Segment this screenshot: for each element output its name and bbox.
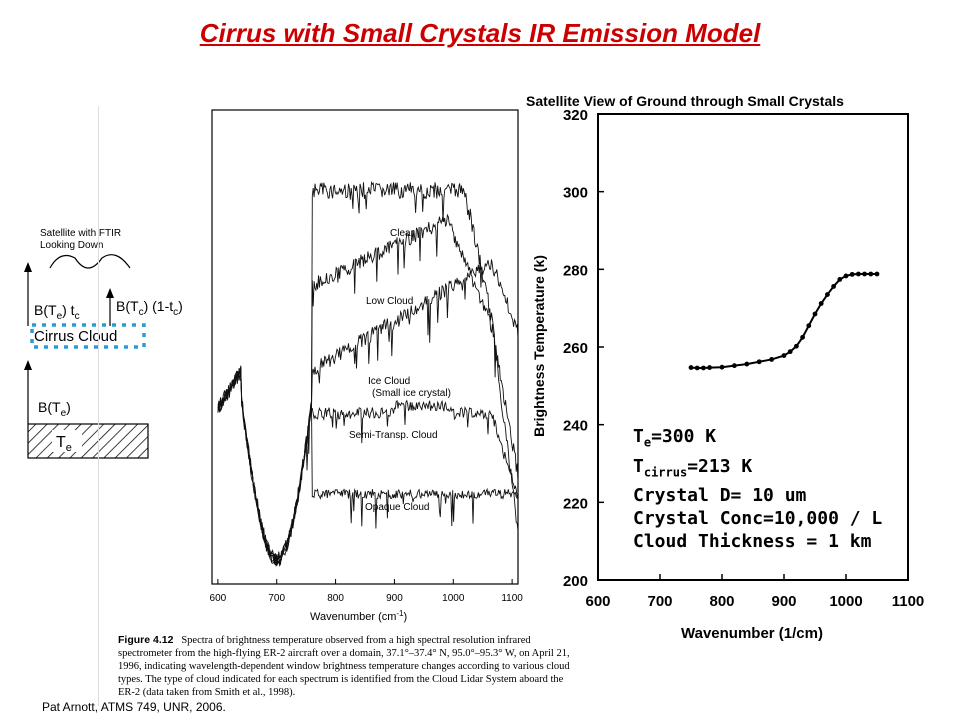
param-crystal-d: Crystal D= 10 um [633, 485, 807, 507]
cirrus-cloud-box [30, 323, 146, 349]
spectra-frame [211, 109, 519, 585]
figure-caption: Figure 4.12 Spectra of brightness temper… [118, 634, 578, 699]
y-tick-label: 200 [563, 573, 588, 590]
y-axis-ticks: 200 220 240 260 280 300 320 [563, 107, 604, 590]
arrow-head-icon [24, 360, 32, 370]
emission-schematic: Satellite with FTIR Looking Down B(Te) t… [24, 228, 183, 459]
satellite-label-1: Satellite with FTIR [40, 228, 121, 239]
caption-figure-number: Figure 4.12 [118, 634, 174, 646]
label-b-tc: B(Tc) (1-tc) [116, 298, 183, 318]
data-point [719, 364, 725, 370]
data-point [874, 271, 880, 277]
data-point [806, 323, 812, 329]
data-point [781, 353, 787, 358]
spectra-x-tick-label: 900 [386, 593, 403, 604]
slide-title: Cirrus with Small Crystals IR Emission M… [199, 18, 761, 48]
arrow-head-icon [24, 262, 32, 272]
data-point [837, 277, 843, 282]
model-chart: Satellite View of Ground through Small C… [526, 93, 924, 642]
data-point [732, 363, 737, 369]
data-point [756, 359, 762, 365]
spectra-lines [217, 180, 519, 567]
spectra-x-tick-label: 600 [210, 593, 227, 604]
y-tick-label: 260 [563, 340, 588, 357]
data-point [744, 361, 750, 367]
x-tick-label: 600 [585, 593, 610, 610]
surface-label: Te [56, 434, 72, 454]
x-tick-label: 800 [709, 593, 734, 610]
spectra-x-tick-label: 1000 [442, 593, 465, 604]
spectra-x-tick-label: 1100 [501, 593, 523, 604]
param-tcirrus: Tcirrus=213 K [633, 455, 753, 480]
spectrum-label-clear: Clear [390, 228, 415, 239]
data-point [812, 311, 818, 317]
spectrum-label-semi-transp: Semi-Transp. Cloud [349, 430, 438, 441]
data-point [856, 271, 861, 277]
data-point [868, 271, 874, 277]
spectra-figure: Clear Low Cloud Ice Cloud (Small ice cry… [210, 109, 523, 623]
label-b-te: B(Te) [38, 399, 71, 419]
x-tick-label: 900 [771, 593, 796, 610]
param-te: Te=300 K [633, 426, 717, 450]
data-point [818, 301, 824, 306]
param-crystal-conc: Crystal Conc=10,000 / L [633, 508, 883, 530]
data-point [769, 357, 774, 362]
data-point [825, 292, 830, 297]
spectrum-opaque [217, 366, 519, 565]
spectra-x-ticks: 600 700 800 900 1000 1100 [210, 579, 523, 604]
x-axis-label: Wavenumber (1/cm) [681, 625, 823, 642]
spectrum-label-low-cloud: Low Cloud [366, 296, 413, 307]
x-tick-label: 1100 [892, 593, 925, 610]
x-tick-label: 1000 [829, 593, 862, 610]
series-line [688, 271, 880, 371]
y-tick-label: 280 [563, 262, 588, 279]
spectra-x-label: Wavenumber (cm-1) [310, 609, 407, 623]
data-point [701, 365, 706, 371]
figure-panel [98, 106, 579, 706]
data-point [794, 343, 799, 349]
spectrum-ice [217, 259, 519, 566]
spectrum-label-opaque: Opaque Cloud [365, 502, 430, 513]
model-parameters: Te=300 K Tcirrus=213 K Crystal D= 10 um … [633, 425, 883, 554]
spectrum-clear [217, 180, 519, 565]
data-point [787, 349, 793, 355]
chart-title: Satellite View of Ground through Small C… [526, 93, 844, 109]
param-cloud-thickness: Cloud Thickness = 1 km [633, 531, 872, 553]
y-tick-label: 240 [563, 418, 588, 435]
data-point [707, 365, 712, 370]
surface-label-bg [52, 430, 82, 452]
credit-line: Pat Arnott, ATMS 749, UNR, 2006. [42, 700, 226, 714]
cirrus-cloud-label: Cirrus Cloud [34, 328, 117, 345]
ground-surface [27, 423, 149, 459]
satellite-label-2: Looking Down [40, 240, 103, 251]
satellite-icon [49, 254, 131, 269]
y-tick-label: 220 [563, 495, 588, 512]
spectra-x-tick-label: 700 [268, 593, 285, 604]
x-tick-label: 700 [647, 593, 672, 610]
data-point [831, 284, 836, 289]
arrow-head-icon [106, 288, 114, 298]
spectrum-label-ice-cloud: Ice Cloud [368, 376, 410, 387]
data-point [849, 271, 855, 277]
data-point [800, 334, 805, 340]
data-point [694, 365, 700, 371]
label-b-te-tc: B(Te) tc [34, 302, 80, 322]
data-point [688, 365, 694, 370]
spectrum-label-ice-cloud-sub: (Small ice crystal) [372, 388, 451, 399]
x-axis-ticks: 600 700 800 900 1000 1100 [585, 574, 924, 610]
data-point [843, 273, 849, 279]
y-tick-label: 320 [563, 107, 588, 124]
data-point [862, 271, 867, 277]
caption-text: Spectra of brightness temperature observ… [118, 635, 570, 698]
spectra-x-tick-label: 800 [327, 593, 344, 604]
y-tick-label: 300 [563, 185, 588, 202]
y-axis-label: Brightness Temperature (k) [531, 255, 547, 437]
